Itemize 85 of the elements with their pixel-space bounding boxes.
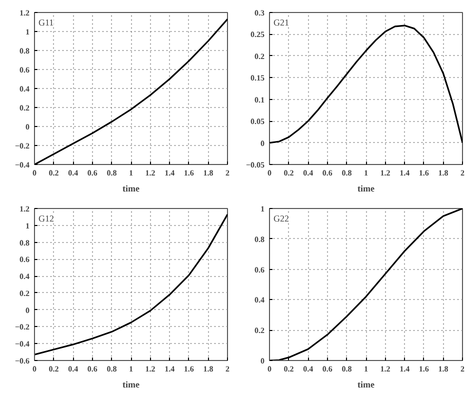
y-tick-label: −0.2 bbox=[14, 142, 30, 150]
y-tick-label: −0.6 bbox=[14, 356, 30, 366]
y-tick-label: 0.05 bbox=[250, 117, 264, 126]
x-tick-label: 1.6 bbox=[184, 364, 194, 374]
x-tick-label: 0.4 bbox=[68, 168, 78, 178]
x-tick-label: 0 bbox=[268, 168, 272, 178]
x-tick-label: 1 bbox=[129, 168, 133, 178]
x-tick-label: 0.8 bbox=[342, 364, 352, 374]
x-tick-label: 0.2 bbox=[48, 364, 59, 374]
x-tick-label: 1.8 bbox=[438, 168, 448, 178]
x-tick-label: 0.8 bbox=[106, 168, 117, 178]
x-tick-label: 0 bbox=[268, 364, 272, 374]
x-tick-label: 2 bbox=[460, 364, 464, 374]
y-tick-label: −0.4 bbox=[14, 160, 30, 170]
y-tick-label: 0.8 bbox=[20, 46, 30, 56]
x-tick-label: 0 bbox=[32, 168, 36, 178]
x-axis-title: time bbox=[358, 380, 375, 390]
x-axis-title: time bbox=[358, 184, 375, 194]
y-tick-label: 0.25 bbox=[250, 30, 264, 40]
y-tick-label: 1 bbox=[26, 28, 30, 36]
x-tick-label: 0.4 bbox=[303, 168, 314, 178]
x-tick-label: 0.8 bbox=[106, 364, 117, 374]
x-tick-label: 1.4 bbox=[164, 168, 175, 178]
annotation: G21 bbox=[274, 18, 289, 28]
x-tick-label: 1.8 bbox=[438, 364, 448, 374]
x-tick-label: 0.6 bbox=[322, 364, 332, 374]
y-tick-label: 0 bbox=[260, 356, 264, 366]
x-tick-label: 0.6 bbox=[87, 168, 98, 178]
x-tick-label: 0 bbox=[32, 364, 36, 374]
x-tick-label: 1.8 bbox=[203, 168, 214, 178]
x-tick-label: 0.8 bbox=[342, 168, 352, 178]
y-tick-label: 0.4 bbox=[20, 272, 30, 282]
x-tick-label: 0.4 bbox=[303, 364, 314, 374]
annotation: G12 bbox=[38, 214, 54, 224]
x-tick-label: 1 bbox=[364, 168, 368, 178]
y-tick-label: 0.1 bbox=[254, 95, 264, 104]
x-tick-label: 1.6 bbox=[184, 168, 194, 178]
x-tick-label: 1.2 bbox=[380, 364, 390, 374]
annotation: G11 bbox=[38, 18, 54, 28]
x-tick-label: 1.2 bbox=[380, 168, 390, 178]
x-tick-label: 1.4 bbox=[400, 364, 410, 374]
y-tick-label: 0.6 bbox=[20, 255, 30, 264]
y-tick-label: 0.8 bbox=[254, 234, 264, 244]
x-tick-label: 0.2 bbox=[284, 168, 294, 178]
y-tick-label: 0.4 bbox=[254, 296, 264, 305]
y-tick-label: 1.2 bbox=[20, 8, 30, 18]
x-tick-label: 1 bbox=[129, 364, 133, 374]
y-tick-label: 0.6 bbox=[20, 66, 30, 74]
x-tick-label: 1.8 bbox=[203, 364, 214, 374]
x-tick-label: 2 bbox=[226, 168, 230, 178]
y-tick-label: 0.2 bbox=[20, 288, 30, 298]
x-tick-label: 1.2 bbox=[145, 364, 156, 374]
y-tick-label: 0.4 bbox=[20, 84, 30, 94]
y-tick-label: 0 bbox=[260, 138, 264, 148]
x-tick-label: 0.4 bbox=[68, 364, 78, 374]
y-tick-label: 0.6 bbox=[254, 265, 264, 274]
x-tick-label: 2 bbox=[460, 168, 464, 178]
x-tick-label: 0.2 bbox=[284, 364, 294, 374]
x-axis-title: time bbox=[122, 184, 140, 194]
y-tick-label: 1.2 bbox=[20, 204, 30, 214]
x-tick-label: 0.2 bbox=[48, 168, 59, 178]
x-tick-label: 1.6 bbox=[418, 168, 429, 178]
x-tick-label: 1 bbox=[364, 364, 368, 374]
y-tick-label: −0.4 bbox=[14, 340, 30, 349]
y-tick-label: 0.2 bbox=[254, 52, 264, 61]
x-tick-label: 1.2 bbox=[145, 168, 156, 178]
y-tick-label: 0.15 bbox=[250, 74, 264, 83]
y-tick-label: 0.2 bbox=[254, 326, 264, 336]
y-tick-label: −0.2 bbox=[14, 322, 30, 332]
x-tick-label: 2 bbox=[226, 364, 230, 374]
x-axis-title: time bbox=[122, 380, 140, 390]
x-tick-label: 1.4 bbox=[400, 168, 410, 178]
y-tick-label: 0.8 bbox=[20, 238, 30, 248]
y-tick-label: 1 bbox=[26, 221, 30, 230]
x-tick-label: 1.4 bbox=[164, 364, 175, 374]
y-tick-label: 1 bbox=[260, 204, 264, 214]
annotation: G22 bbox=[274, 214, 289, 224]
x-tick-label: 0.6 bbox=[322, 168, 332, 178]
y-tick-label: 0.2 bbox=[20, 104, 30, 112]
y-tick-label: 0 bbox=[26, 306, 30, 315]
y-tick-label: 0 bbox=[26, 122, 30, 132]
x-tick-label: 0.6 bbox=[87, 364, 98, 374]
x-tick-label: 1.6 bbox=[418, 364, 429, 374]
y-tick-label: −0.05 bbox=[246, 160, 265, 170]
y-tick-label: 0.3 bbox=[254, 8, 264, 18]
